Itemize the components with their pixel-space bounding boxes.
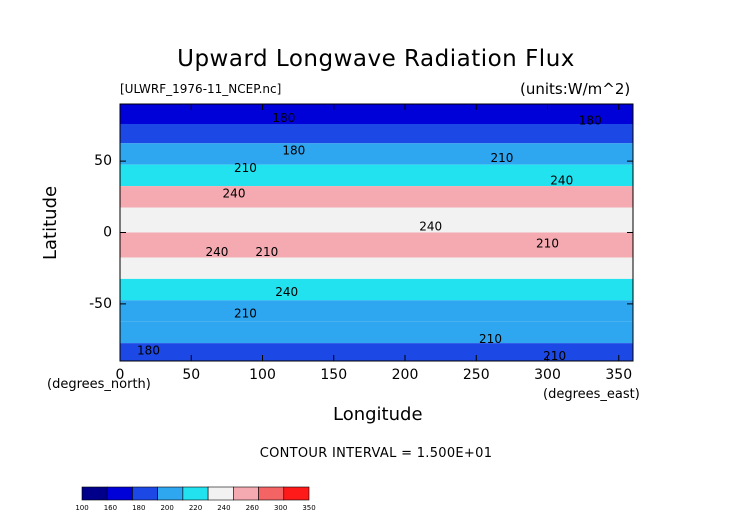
heatmap-band: [120, 143, 633, 165]
contour-label: 240: [205, 245, 228, 259]
colorbar-swatch: [132, 486, 158, 501]
heatmap-band: [120, 207, 633, 233]
y-tick-label: 50: [94, 153, 112, 169]
x-tick-label: 250: [463, 367, 490, 383]
contour-label: 240: [223, 186, 246, 200]
y-axis-label: Latitude: [40, 185, 61, 260]
colorbar-tick-label: 180: [132, 504, 145, 512]
x-tick-label: 0: [116, 367, 125, 383]
contour-label: 210: [543, 349, 566, 363]
contour-label: 210: [490, 151, 513, 165]
contour-label: 180: [579, 114, 602, 128]
contour-label: 210: [536, 236, 559, 250]
contour-label: 210: [479, 332, 502, 346]
units-label: (units:W/m^2): [520, 80, 631, 98]
x-tick-label: 300: [534, 367, 561, 383]
heatmap-band: [120, 104, 633, 124]
file-label: [ULWRF_1976-11_NCEP.nc]: [120, 82, 282, 96]
heatmap-band: [120, 343, 633, 361]
y-tick-label: 0: [103, 225, 112, 241]
heatmap-band: [120, 232, 633, 258]
colorbar-tick-label: 300: [274, 504, 287, 512]
colorbar-swatch: [157, 486, 184, 501]
colorbar-tick-label: 200: [160, 504, 173, 512]
contour-label: 210: [255, 245, 278, 259]
x-tick-label: 50: [182, 367, 200, 383]
x-tick-label: 350: [605, 367, 632, 383]
colorbar-tick-label: 240: [217, 504, 230, 512]
heatmap-band: [120, 257, 633, 279]
x-tick-label: 150: [320, 367, 347, 383]
heatmap-band: [120, 123, 633, 144]
heatmap-band: [120, 164, 633, 187]
colorbar-swatch: [81, 486, 108, 501]
x-tick-label: 200: [392, 367, 419, 383]
colorbar-tick-label: 100: [75, 504, 88, 512]
colorbar-swatch: [182, 486, 209, 501]
heatmap-band: [120, 186, 633, 208]
x-axis-label: Longitude: [333, 404, 423, 425]
x-axis-unit: (degrees_east): [543, 387, 640, 402]
colorbar-tick-label: 350: [302, 504, 315, 512]
colorbar-tick-label: 160: [104, 504, 117, 512]
contour-label: 240: [275, 285, 298, 299]
colorbar-swatch: [258, 486, 285, 501]
chart-title: Upward Longwave Radiation Flux: [177, 46, 575, 72]
contour-label: 180: [137, 344, 160, 358]
colorbar-tick-label: 220: [189, 504, 202, 512]
colorbar-swatch: [106, 486, 133, 501]
colorbar-swatch: [233, 486, 259, 501]
heatmap-band: [120, 278, 633, 301]
heatmap-band: [120, 321, 633, 344]
colorbar-tick-label: 260: [246, 504, 259, 512]
heatmap-band: [120, 300, 633, 322]
colorbar-swatch: [207, 486, 234, 501]
y-tick-label: -50: [89, 296, 112, 312]
contour-label: 210: [234, 161, 257, 175]
contour-label: 240: [550, 174, 573, 188]
y-axis-unit: (degrees_north): [47, 377, 151, 392]
contour-label: 240: [419, 219, 442, 233]
contour-interval-note: CONTOUR INTERVAL = 1.500E+01: [259, 446, 493, 461]
contour-label: 180: [272, 111, 295, 125]
contour-label: 210: [234, 306, 257, 320]
contour-label: 180: [282, 144, 305, 158]
colorbar-swatch: [283, 486, 310, 501]
x-tick-label: 100: [249, 367, 276, 383]
